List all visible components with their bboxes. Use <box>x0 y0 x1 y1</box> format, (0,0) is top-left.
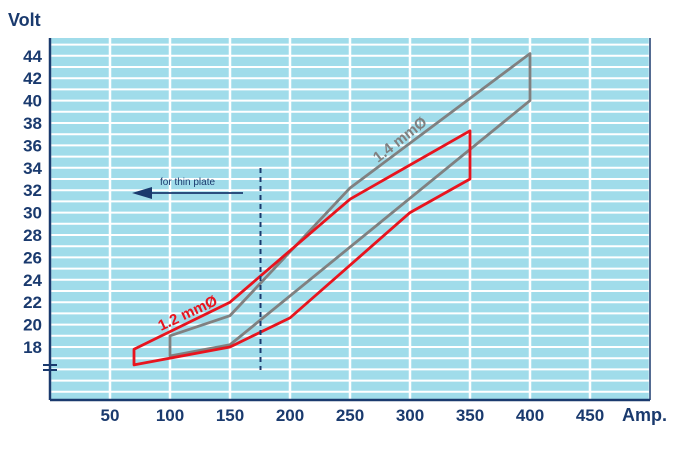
y-tick-label: 42 <box>23 69 42 88</box>
annotation-arrow-head <box>132 187 152 199</box>
y-tick-label: 44 <box>23 47 42 66</box>
y-tick-label: 22 <box>23 293 42 312</box>
y-axis-title: Volt <box>8 10 41 30</box>
x-tick-label: 100 <box>156 406 184 425</box>
series-outline <box>168 52 532 358</box>
y-tick-label: 18 <box>23 338 42 357</box>
y-tick-label: 26 <box>23 248 42 267</box>
y-tick-label: 30 <box>23 204 42 223</box>
y-tick-label: 24 <box>23 271 42 290</box>
x-tick-label: 450 <box>576 406 604 425</box>
x-axis-title: Amp. <box>622 405 667 425</box>
annotation-text: for thin plate <box>160 177 215 188</box>
x-tick-label: 400 <box>516 406 544 425</box>
tick-labels: 18 20 22 24 26 28 30 32 34 36 38 40 42 44 50 100 150 200 2… <box>23 47 604 425</box>
y-tick-label: 38 <box>23 114 42 133</box>
y-tick-label: 28 <box>23 226 42 245</box>
x-tick-label: 350 <box>456 406 484 425</box>
y-tick-label: 34 <box>23 159 42 178</box>
annotation-layer: for thin plate <box>132 177 243 199</box>
y-tick-label: 20 <box>23 316 42 335</box>
x-tick-label: 250 <box>336 406 364 425</box>
y-tick-label: 32 <box>23 181 42 200</box>
x-tick-label: 300 <box>396 406 424 425</box>
axes <box>43 38 651 402</box>
x-tick-label: 150 <box>216 406 244 425</box>
x-tick-label: 200 <box>276 406 304 425</box>
x-tick-label: 50 <box>101 406 120 425</box>
y-tick-label: 40 <box>23 92 42 111</box>
y-tick-label: 36 <box>23 136 42 155</box>
